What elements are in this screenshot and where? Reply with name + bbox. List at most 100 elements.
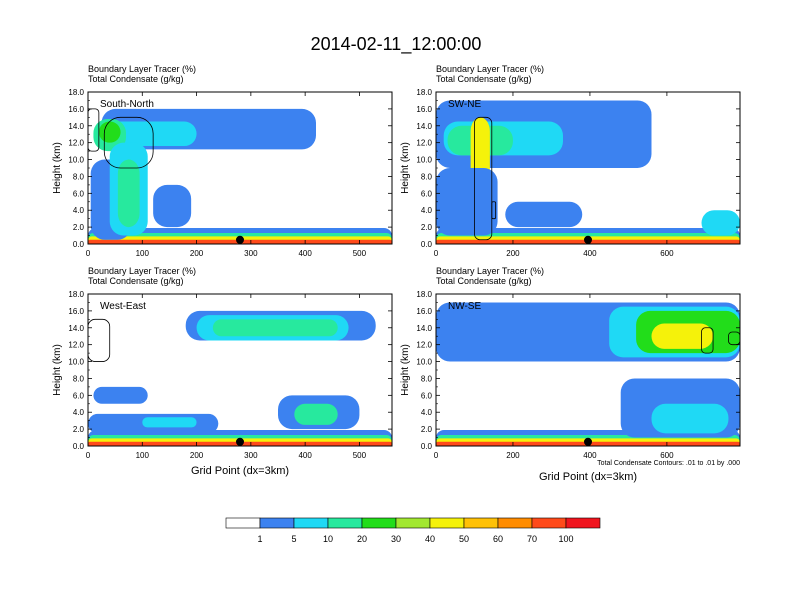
region-level-2 [142, 417, 197, 428]
y-tick-label: 18.0 [416, 88, 432, 97]
x-tick-label: 0 [86, 451, 91, 460]
region-level-1 [93, 386, 148, 404]
colorbar-swatch [259, 517, 295, 529]
y-tick-label: 4.0 [421, 206, 433, 215]
panel-top-right: 0.0 2.0 4.0 6.0 8.0 10.0 12.0 14.0 16.0 18.0 0 200 4… [400, 64, 741, 258]
colorbar-label: 70 [527, 534, 537, 544]
x-tick-label: 300 [244, 249, 258, 258]
colorbar-label: 100 [558, 534, 573, 544]
y-tick-label: 8.0 [421, 172, 433, 181]
cross-section-label: NW-SE [448, 301, 481, 312]
y-tick-label: 0.0 [73, 442, 85, 451]
x-tick-label: 400 [583, 451, 597, 460]
colorbar-label: 10 [323, 534, 333, 544]
condensate-contour [103, 116, 154, 169]
colorbar-swatch [429, 517, 465, 529]
panel-title-tracer: Boundary Layer Tracer (%) [436, 64, 544, 74]
y-tick-label: 6.0 [421, 189, 433, 198]
colorbar-swatch [327, 517, 363, 529]
y-tick-label: 12.0 [416, 341, 432, 350]
colorbar-swatch [531, 517, 567, 529]
y-tick-label: 12.0 [68, 341, 84, 350]
colorbar-label: 60 [493, 534, 503, 544]
colorbar-label: 30 [391, 534, 401, 544]
y-tick-label: 8.0 [421, 374, 433, 383]
x-tick-label: 200 [190, 451, 204, 460]
x-tick-label: 600 [660, 249, 674, 258]
region-level-3 [117, 159, 140, 228]
x-tick-label: 400 [298, 451, 312, 460]
y-tick-label: 4.0 [73, 206, 85, 215]
y-tick-label: 10.0 [68, 358, 84, 367]
y-tick-label: 4.0 [421, 408, 433, 417]
condensate-contour [491, 201, 497, 220]
x-tick-label: 100 [136, 451, 150, 460]
y-axis-label: Height (km) [52, 142, 63, 194]
region-level-1 [153, 184, 192, 228]
condensate-contour [701, 327, 714, 354]
y-tick-label: 0.0 [73, 240, 85, 249]
y-tick-label: 10.0 [416, 156, 432, 165]
location-marker [584, 235, 592, 244]
y-tick-label: 10.0 [416, 358, 432, 367]
x-tick-label: 0 [434, 249, 439, 258]
y-tick-label: 2.0 [73, 223, 85, 232]
panel-title-tracer: Boundary Layer Tracer (%) [436, 266, 544, 276]
colorbar-swatch [463, 517, 499, 529]
region-level-2 [701, 210, 740, 236]
y-tick-label: 16.0 [68, 307, 84, 316]
region-level-3 [294, 403, 338, 425]
x-tick-label: 200 [506, 249, 520, 258]
region-level-4 [98, 121, 121, 143]
y-tick-label: 0.0 [421, 240, 433, 249]
y-tick-label: 16.0 [68, 105, 84, 114]
x-tick-label: 400 [583, 249, 597, 258]
y-tick-label: 8.0 [73, 172, 85, 181]
x-tick-label: 500 [353, 249, 367, 258]
cross-section-label: West-East [100, 301, 146, 312]
y-tick-label: 18.0 [68, 88, 84, 97]
condensate-contour [88, 318, 111, 362]
y-axis-label: Height (km) [52, 344, 63, 396]
y-axis-label: Height (km) [400, 142, 411, 194]
x-tick-label: 500 [353, 451, 367, 460]
y-tick-label: 6.0 [73, 391, 85, 400]
x-tick-label: 0 [434, 451, 439, 460]
cross-section-label: South-North [100, 99, 154, 110]
region-level-3 [212, 319, 338, 337]
x-tick-label: 400 [298, 249, 312, 258]
colorbar-label: 5 [291, 534, 296, 544]
panel-title-condensate: Total Condensate (g/kg) [436, 74, 532, 84]
x-axis-label: Grid Point (dx=3km) [539, 471, 637, 483]
colorbar-swatch [395, 517, 431, 529]
region-level-6 [651, 323, 714, 349]
y-tick-label: 14.0 [68, 122, 84, 131]
location-marker [236, 437, 244, 446]
region-level-1 [436, 168, 498, 236]
location-marker [236, 235, 244, 244]
y-tick-label: 10.0 [68, 156, 84, 165]
y-tick-label: 4.0 [73, 408, 85, 417]
panel-title-tracer: Boundary Layer Tracer (%) [88, 64, 196, 74]
y-axis-label: Height (km) [400, 344, 411, 396]
figure-title: 2014-02-11_12:00:00 [311, 34, 482, 55]
y-tick-label: 0.0 [421, 442, 433, 451]
x-tick-label: 0 [86, 249, 91, 258]
colorbar-swatch [565, 517, 601, 529]
y-tick-label: 12.0 [416, 139, 432, 148]
cross-section-label: SW-NE [448, 99, 481, 110]
contour-note: Total Condensate Contours: .01 to .01 by… [597, 460, 740, 467]
x-tick-label: 200 [190, 249, 204, 258]
location-marker [584, 437, 592, 446]
panel-title-tracer: Boundary Layer Tracer (%) [88, 266, 196, 276]
panel-title-condensate: Total Condensate (g/kg) [88, 276, 184, 286]
panel-title-condensate: Total Condensate (g/kg) [88, 74, 184, 84]
panel-top-left: 0.0 2.0 4.0 6.0 8.0 10.0 12.0 14.0 16.0 18.0 0 100 2… [52, 64, 393, 258]
y-tick-label: 14.0 [416, 324, 432, 333]
colorbar-swatch [293, 517, 329, 529]
x-tick-label: 600 [660, 451, 674, 460]
colorbar-swatch [361, 517, 397, 529]
y-tick-label: 12.0 [68, 139, 84, 148]
y-tick-label: 8.0 [73, 374, 85, 383]
y-tick-label: 2.0 [421, 223, 433, 232]
